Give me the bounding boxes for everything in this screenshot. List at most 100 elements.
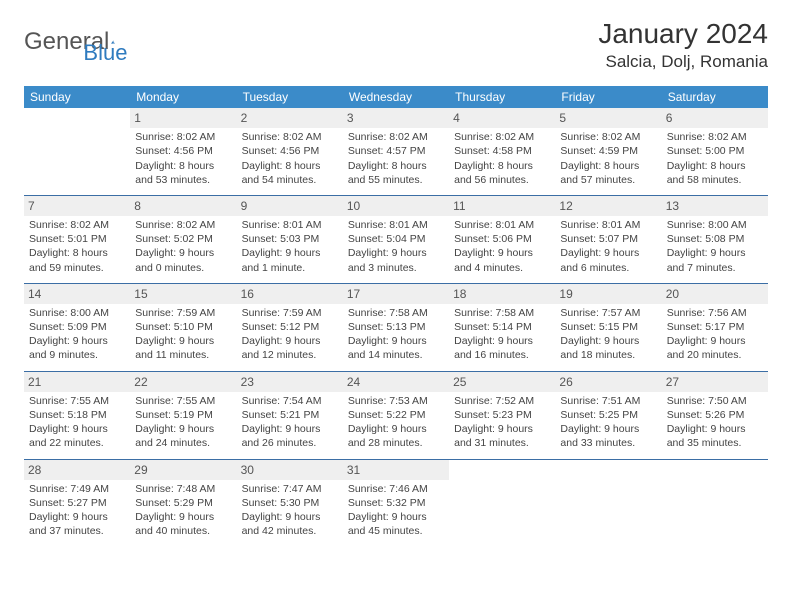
day-number: 1 [130,108,236,128]
calendar-day-cell: 16Sunrise: 7:59 AMSunset: 5:12 PMDayligh… [237,283,343,371]
day-number: 4 [449,108,555,128]
sunrise-text: Sunrise: 7:57 AM [560,306,656,320]
daylight-text: Daylight: 8 hours [560,159,656,173]
daylight-text: and 56 minutes. [454,173,550,187]
daylight-text: Daylight: 9 hours [135,246,231,260]
calendar-day-cell: 2Sunrise: 8:02 AMSunset: 4:56 PMDaylight… [237,108,343,195]
daylight-text: and 40 minutes. [135,524,231,538]
calendar-day-cell: 27Sunrise: 7:50 AMSunset: 5:26 PMDayligh… [662,371,768,459]
calendar-week-row: 21Sunrise: 7:55 AMSunset: 5:18 PMDayligh… [24,371,768,459]
sunrise-text: Sunrise: 7:46 AM [348,482,444,496]
sunrise-text: Sunrise: 7:58 AM [348,306,444,320]
sunrise-text: Sunrise: 8:01 AM [454,218,550,232]
sunrise-text: Sunrise: 7:56 AM [667,306,763,320]
sunrise-text: Sunrise: 8:02 AM [667,130,763,144]
calendar-day-cell: 9Sunrise: 8:01 AMSunset: 5:03 PMDaylight… [237,195,343,283]
daylight-text: and 1 minute. [242,261,338,275]
weekday-header: Thursday [449,86,555,108]
sunset-text: Sunset: 5:15 PM [560,320,656,334]
location: Salcia, Dolj, Romania [598,52,768,72]
calendar-day-cell: 22Sunrise: 7:55 AMSunset: 5:19 PMDayligh… [130,371,236,459]
day-number: 13 [662,196,768,216]
sunset-text: Sunset: 5:06 PM [454,232,550,246]
sunrise-text: Sunrise: 7:50 AM [667,394,763,408]
day-number: 11 [449,196,555,216]
daylight-text: Daylight: 9 hours [135,510,231,524]
calendar-day-cell: 29Sunrise: 7:48 AMSunset: 5:29 PMDayligh… [130,459,236,546]
sunset-text: Sunset: 5:12 PM [242,320,338,334]
sunset-text: Sunset: 5:27 PM [29,496,125,510]
calendar-day-cell: 10Sunrise: 8:01 AMSunset: 5:04 PMDayligh… [343,195,449,283]
sunset-text: Sunset: 5:07 PM [560,232,656,246]
sunset-text: Sunset: 5:01 PM [29,232,125,246]
day-number: 10 [343,196,449,216]
daylight-text: Daylight: 8 hours [29,246,125,260]
calendar-day-cell: 19Sunrise: 7:57 AMSunset: 5:15 PMDayligh… [555,283,661,371]
sunrise-text: Sunrise: 8:00 AM [29,306,125,320]
daylight-text: Daylight: 9 hours [242,246,338,260]
day-number: 7 [24,196,130,216]
day-number: 18 [449,284,555,304]
sunset-text: Sunset: 5:32 PM [348,496,444,510]
calendar-week-row: 28Sunrise: 7:49 AMSunset: 5:27 PMDayligh… [24,459,768,546]
daylight-text: Daylight: 9 hours [667,246,763,260]
day-number: 23 [237,372,343,392]
daylight-text: and 4 minutes. [454,261,550,275]
sunrise-text: Sunrise: 7:59 AM [242,306,338,320]
sunset-text: Sunset: 5:00 PM [667,144,763,158]
sunset-text: Sunset: 4:56 PM [135,144,231,158]
sunset-text: Sunset: 5:22 PM [348,408,444,422]
day-number: 29 [130,460,236,480]
sunrise-text: Sunrise: 8:01 AM [348,218,444,232]
sunrise-text: Sunrise: 8:01 AM [560,218,656,232]
weekday-header: Wednesday [343,86,449,108]
calendar-week-row: .1Sunrise: 8:02 AMSunset: 4:56 PMDayligh… [24,108,768,195]
sunset-text: Sunset: 4:56 PM [242,144,338,158]
sunrise-text: Sunrise: 8:02 AM [560,130,656,144]
daylight-text: Daylight: 9 hours [348,510,444,524]
logo-text-blue: Blue [83,40,127,66]
daylight-text: and 9 minutes. [29,348,125,362]
sunrise-text: Sunrise: 8:02 AM [29,218,125,232]
daylight-text: Daylight: 9 hours [667,422,763,436]
weekday-header: Friday [555,86,661,108]
daylight-text: Daylight: 8 hours [242,159,338,173]
sunrise-text: Sunrise: 7:48 AM [135,482,231,496]
calendar-week-row: 7Sunrise: 8:02 AMSunset: 5:01 PMDaylight… [24,195,768,283]
calendar-day-cell: 7 Sunrise: 8:02 AMSunset: 5:01 PMDaylight… [24,195,130,283]
daylight-text: Daylight: 9 hours [454,246,550,260]
day-number: 26 [555,372,661,392]
header: General Blue January 2024 Salcia, Dolj, … [24,18,768,72]
calendar-header-row: SundayMondayTuesdayWednesdayThursdayFrid… [24,86,768,108]
calendar-day-cell: 13Sunrise: 8:00 AMSunset: 5:08 PMDayligh… [662,195,768,283]
weekday-header: Monday [130,86,236,108]
daylight-text: Daylight: 9 hours [454,334,550,348]
daylight-text: and 14 minutes. [348,348,444,362]
sunrise-text: Sunrise: 7:58 AM [454,306,550,320]
calendar-day-cell: 24Sunrise: 7:53 AMSunset: 5:22 PMDayligh… [343,371,449,459]
daylight-text: and 37 minutes. [29,524,125,538]
sunset-text: Sunset: 5:13 PM [348,320,444,334]
daylight-text: and 6 minutes. [560,261,656,275]
sunset-text: Sunset: 4:59 PM [560,144,656,158]
weekday-header: Saturday [662,86,768,108]
daylight-text: Daylight: 9 hours [348,334,444,348]
daylight-text: Daylight: 9 hours [242,334,338,348]
daylight-text: and 3 minutes. [348,261,444,275]
daylight-text: and 12 minutes. [242,348,338,362]
sunrise-text: Sunrise: 8:02 AM [242,130,338,144]
day-number: 21 [24,372,130,392]
calendar-day-cell: . [24,108,130,195]
sunset-text: Sunset: 5:02 PM [135,232,231,246]
daylight-text: Daylight: 9 hours [29,334,125,348]
calendar-day-cell: 15Sunrise: 7:59 AMSunset: 5:10 PMDayligh… [130,283,236,371]
calendar-day-cell: 8Sunrise: 8:02 AMSunset: 5:02 PMDaylight… [130,195,236,283]
day-number: 3 [343,108,449,128]
calendar-day-cell: . [662,459,768,546]
logo: General Blue [24,18,127,66]
daylight-text: and 28 minutes. [348,436,444,450]
sunrise-text: Sunrise: 8:02 AM [135,130,231,144]
sunrise-text: Sunrise: 8:02 AM [454,130,550,144]
calendar-day-cell: 31Sunrise: 7:46 AMSunset: 5:32 PMDayligh… [343,459,449,546]
calendar-day-cell: 30Sunrise: 7:47 AMSunset: 5:30 PMDayligh… [237,459,343,546]
